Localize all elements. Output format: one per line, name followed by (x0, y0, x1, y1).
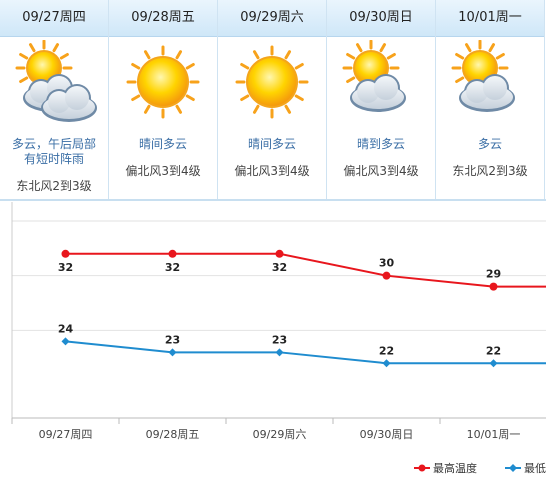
legend-marker (509, 464, 517, 472)
forecast-day: 09/29周六 晴间多云偏北风3到4级 (218, 0, 327, 199)
forecast-day: 10/01周一 多云东北风2到3级 (436, 0, 545, 199)
x-tick-label: 09/28周五 (146, 428, 200, 441)
day-wind: 偏北风3到4级 (125, 164, 201, 178)
day-date: 09/30周日 (327, 0, 435, 37)
day-date: 09/28周五 (109, 0, 217, 37)
data-point (275, 249, 284, 258)
forecast-day: 09/28周五 晴间多云偏北风3到4级 (109, 0, 218, 199)
data-label: 24 (58, 322, 74, 335)
day-condition: 晴间多云 (138, 137, 187, 151)
day-condition: 晴到多云 (356, 137, 405, 151)
day-condition: 多云，午后局部有短时阵雨 (11, 137, 96, 166)
series-line (65, 252, 546, 288)
legend-label: 最高温度 (433, 461, 477, 475)
data-point (61, 337, 70, 346)
data-point (275, 348, 284, 357)
data-point (168, 249, 177, 258)
partly-cloudy-icon (9, 39, 99, 130)
data-label: 23 (165, 333, 180, 346)
data-point (382, 271, 391, 280)
day-date: 09/29周六 (218, 0, 326, 37)
sun-icon (227, 40, 317, 130)
x-tick-label: 09/27周四 (39, 428, 93, 441)
data-label: 30 (379, 257, 395, 270)
series-line (65, 340, 546, 365)
data-point (61, 249, 70, 258)
divider (0, 199, 546, 201)
day-wind: 东北风2到3级 (16, 179, 92, 193)
forecast-days: 09/27周四 多云，午后局部有短时阵雨 东北风2到3级 09/28周五 晴间多云偏… (0, 0, 546, 199)
x-tick-label: 09/29周六 (253, 428, 307, 441)
partly-cloudy-icon (445, 39, 535, 130)
data-label: 32 (272, 261, 287, 274)
sun-icon (118, 40, 208, 130)
x-tick-label: 10/01周一 (467, 428, 521, 441)
day-wind: 东北风2到3级 (452, 164, 528, 178)
partly-cloudy-icon (336, 39, 426, 130)
day-date: 09/27周四 (0, 0, 108, 37)
data-point (489, 282, 498, 291)
forecast-day: 09/30周日 晴到多云偏北风3到4级 (327, 0, 436, 199)
day-wind: 偏北风3到4级 (343, 164, 419, 178)
data-label: 32 (58, 261, 73, 274)
x-tick-label: 09/30周日 (360, 428, 414, 441)
data-label: 32 (165, 261, 180, 274)
temperature-chart: 09/27周四 09/28周五 09/29周六 09/30周日 10/01周一 32 32 3… (11, 202, 546, 475)
data-label: 22 (486, 344, 501, 357)
day-condition: 晴间多云 (247, 137, 296, 151)
data-label: 23 (272, 333, 287, 346)
day-condition: 多云 (477, 137, 502, 151)
data-point (489, 359, 498, 368)
day-date: 10/01周一 (436, 0, 544, 37)
day-wind: 偏北风3到4级 (234, 164, 310, 178)
data-label: 29 (486, 268, 501, 281)
data-point (382, 359, 391, 368)
data-point (168, 348, 177, 357)
legend-marker (418, 464, 426, 472)
legend-label: 最低 (524, 462, 546, 475)
forecast-day: 09/27周四 多云，午后局部有短时阵雨东北风2到3级 (0, 0, 109, 199)
data-label: 22 (379, 344, 394, 357)
